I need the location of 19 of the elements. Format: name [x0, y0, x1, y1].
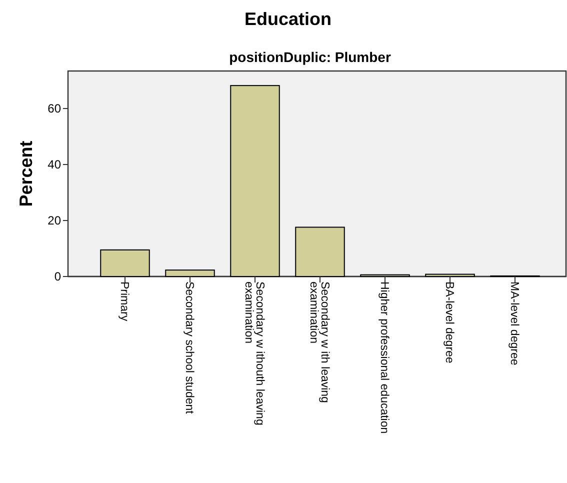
- y-tick-label: 40: [48, 158, 62, 172]
- x-tick-label: Secondary w ith leaving examination: [307, 282, 330, 403]
- bar: [425, 274, 475, 277]
- x-tick-label: Primary: [118, 282, 130, 322]
- y-tick-label: 20: [48, 214, 62, 228]
- y-tick-label: 60: [48, 102, 62, 116]
- bar: [230, 85, 280, 277]
- y-axis-title: Percent: [16, 140, 36, 207]
- chart-title: Education: [244, 9, 332, 29]
- bar: [295, 226, 345, 277]
- x-tick-label: BA-level degree: [442, 282, 455, 364]
- x-tick-label: Secondary school student: [182, 282, 195, 415]
- x-tick-label: Secondary w ithouth leaving examination: [242, 282, 266, 426]
- chart-subtitle: positionDuplic: Plumber: [229, 49, 392, 65]
- x-tick-label: Higher professional education: [378, 282, 390, 434]
- x-tick-label: MA-level degree: [508, 282, 520, 366]
- bar: [100, 249, 150, 277]
- bar: [165, 270, 215, 277]
- y-tick-label: 0: [54, 270, 62, 284]
